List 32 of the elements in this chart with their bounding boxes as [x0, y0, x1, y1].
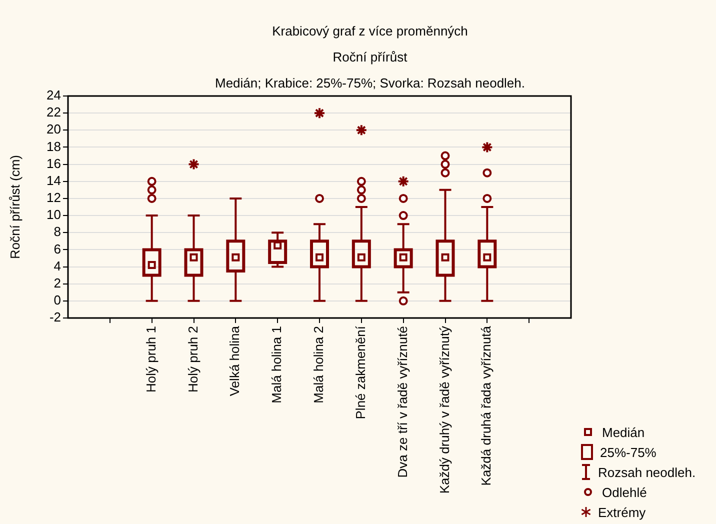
y-tick-label: 10: [46, 207, 61, 222]
y-tick-label: 2: [54, 275, 61, 290]
y-tick-label: 0: [54, 292, 61, 308]
y-tick-label: 12: [46, 190, 61, 206]
y-tick-label: 18: [46, 138, 61, 154]
x-tick-label: Velká holina: [227, 325, 242, 396]
x-tick-label: Holý pruh 2: [185, 326, 200, 392]
x-tick-label: Holý pruh 1: [143, 326, 158, 392]
text: 25%-75%: [600, 444, 656, 460]
y-tick-label: 22: [46, 104, 61, 120]
text: Medián; Krabice: 25%-75%; Svorka: Rozsah neodleh.: [214, 76, 526, 91]
y-tick-label: 8: [54, 224, 61, 240]
x-tick-label: Dva ze tří v řadě vyříznuté: [394, 326, 410, 478]
text: Odlehlé: [602, 484, 647, 500]
y-tick-label: 6: [54, 241, 61, 256]
y-tick-label: -2: [49, 310, 61, 325]
y-tick-label: 20: [46, 122, 61, 137]
legend-label: Extrémy: [598, 504, 646, 520]
x-tick-label: Každá druhá řada vyříznutá: [478, 325, 494, 486]
y-axis-title: Roční přírůst (cm): [7, 154, 22, 260]
x-tick-label: Malá holina 1: [269, 326, 284, 404]
chart-title: Krabicový graf z více proměnných: [272, 24, 468, 39]
y-tick-label: 4: [54, 258, 61, 274]
x-tick-label: Malá holina 2: [311, 326, 326, 404]
y-tick-label: 16: [46, 156, 61, 171]
text: Medián: [602, 424, 645, 440]
x-tick-label: Plné zakmenění: [352, 326, 368, 420]
text: Rozsah neodleh.: [598, 464, 696, 480]
y-tick-label: 14: [46, 172, 61, 188]
x-tick-label: Každý druhý v řadě vyříznutý: [436, 326, 452, 494]
y-tick-label: 24: [46, 88, 61, 103]
chart-subtitle: Roční přírůst: [332, 50, 408, 65]
